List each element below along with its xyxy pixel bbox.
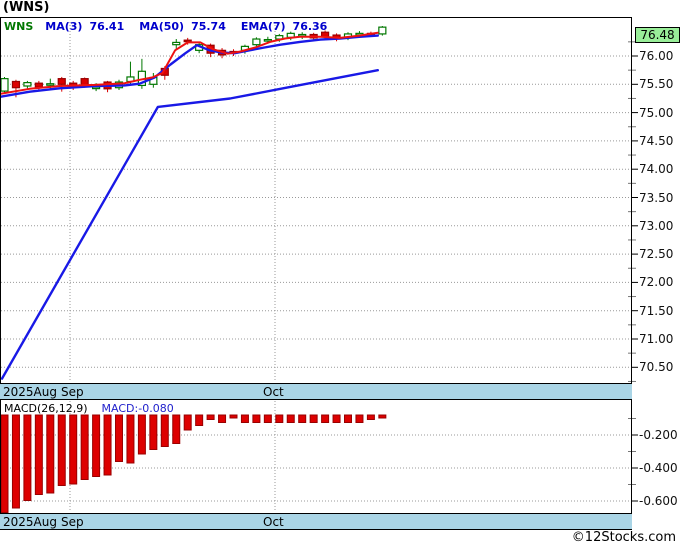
page-title: (WNS): [3, 0, 50, 15]
price-tick-label: 73.00: [639, 218, 674, 233]
macd-chart-panel: [0, 400, 632, 513]
x-axis-label-aug: 2025Aug: [3, 385, 57, 399]
price-tick-label: 74.00: [639, 162, 674, 177]
macd-chart-date-axis: 2025Aug Sep Oct: [0, 513, 632, 530]
price-tick-label: 72.00: [639, 275, 674, 290]
price-tick-label: 71.00: [639, 332, 674, 346]
price-tick-label: 74.50: [639, 133, 674, 148]
price-tick-label: 75.00: [639, 105, 674, 120]
price-tick-label: 76.00: [639, 49, 674, 63]
x-axis-label-oct: Oct: [263, 515, 284, 529]
price-chart-panel: [0, 17, 632, 383]
price-tick-label: 71.50: [639, 303, 674, 318]
x-axis-label-sep: Sep: [61, 385, 84, 399]
macd-current-value: MACD:-0.080: [101, 402, 174, 415]
x-axis-label-aug: 2025Aug: [3, 515, 57, 529]
last-price-badge: 76.48: [635, 27, 680, 43]
price-tick-label: 72.50: [639, 247, 674, 262]
macd-legend: MACD(26,12,9) MACD:-0.080: [4, 402, 174, 415]
x-axis-label-oct: Oct: [263, 385, 284, 399]
ma3-label: MA(3): [45, 20, 83, 33]
price-tick-label: 75.50: [639, 77, 674, 92]
macd-tick-label: -0.400: [639, 461, 678, 475]
macd-params-label: MACD(26,12,9): [4, 402, 88, 415]
ma50-value: 75.74: [191, 20, 226, 33]
watermark: ©12Stocks.com: [571, 530, 676, 545]
price-tick-label: 73.50: [639, 190, 674, 205]
x-axis-label-sep: Sep: [61, 515, 84, 529]
ma3-value: 76.41: [89, 20, 125, 33]
ema7-label: EMA(7): [240, 20, 286, 33]
price-tick-label: 70.50: [639, 360, 674, 375]
macd-tick-label: -0.600: [639, 494, 678, 508]
ema7-value: 76.36: [292, 20, 328, 33]
ma50-label: MA(50): [139, 20, 185, 33]
macd-tick-label: -0.200: [639, 428, 678, 442]
ticker-symbol: WNS: [4, 20, 34, 33]
indicator-legend: WNS MA(3) 76.41 MA(50) 75.74 EMA(7) 76.36: [4, 20, 342, 33]
price-chart-date-axis: 2025Aug Sep Oct: [0, 383, 632, 400]
